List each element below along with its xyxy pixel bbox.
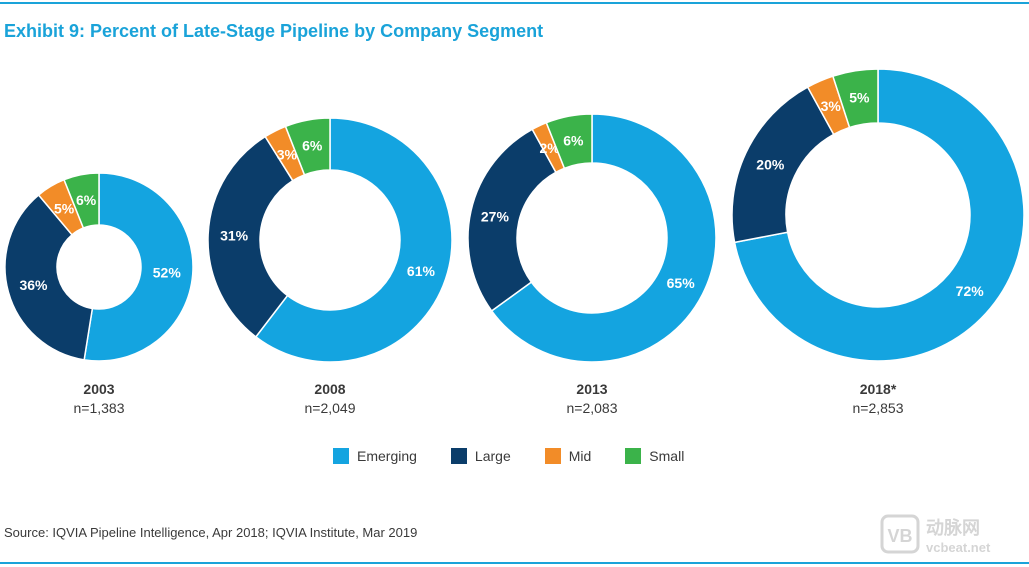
watermark-logo-icon: VB bbox=[887, 526, 912, 546]
donut-2008: 61% 31% 3%6% 2008 n=2,049 bbox=[207, 117, 453, 416]
chart-legend: Emerging Large Mid Small bbox=[333, 448, 718, 464]
legend-swatch-small bbox=[625, 448, 642, 464]
slice-label-small-3: 5% bbox=[849, 89, 870, 105]
legend-swatch-large bbox=[450, 448, 467, 464]
watermark: VB 动脉网 vcbeat.net bbox=[880, 514, 991, 555]
legend-label-emerging: Emerging bbox=[357, 448, 417, 464]
slice-label-mid-1: 3% bbox=[277, 146, 298, 162]
donut-year-label-2: 2013 bbox=[576, 381, 607, 397]
legend-item-mid: Mid bbox=[544, 448, 592, 464]
slice-label-emerging-1: 61% bbox=[407, 263, 436, 279]
slice-small-0 bbox=[63, 172, 100, 229]
watermark-logo-frame bbox=[880, 514, 920, 554]
slice-label-large-3: 20% bbox=[756, 156, 785, 172]
slice-small-1 bbox=[284, 117, 331, 176]
slice-label-emerging-2: 65% bbox=[667, 275, 696, 291]
legend-item-emerging: Emerging bbox=[333, 448, 417, 464]
watermark-brand: 动脉网 bbox=[926, 517, 980, 538]
donut-2003: 52% 36% 5%6% 2003 n=1,383 bbox=[4, 172, 194, 416]
chart-title: Exhibit 9: Percent of Late-Stage Pipelin… bbox=[4, 21, 544, 41]
slice-large-2 bbox=[467, 128, 557, 312]
legend-label-small: Small bbox=[649, 448, 685, 464]
donut-n-label-3: n=2,853 bbox=[853, 400, 904, 416]
donut-year-label-1: 2008 bbox=[314, 381, 345, 397]
slice-label-mid-3: 3% bbox=[821, 98, 842, 114]
slice-label-small-2: 6% bbox=[563, 132, 584, 148]
slice-emerging-3 bbox=[733, 68, 1025, 362]
legend-item-small: Small bbox=[625, 448, 684, 464]
slice-small-2 bbox=[545, 113, 593, 170]
donut-n-label-1: n=2,049 bbox=[305, 400, 356, 416]
slice-label-emerging-0: 52% bbox=[153, 264, 182, 280]
slice-label-large-2: 27% bbox=[481, 208, 510, 224]
legend-label-mid: Mid bbox=[568, 448, 592, 464]
slice-small-3 bbox=[831, 68, 879, 129]
slice-large-0 bbox=[4, 193, 94, 361]
slice-label-large-1: 31% bbox=[220, 228, 249, 244]
slice-emerging-0 bbox=[83, 172, 194, 362]
legend-item-large: Large bbox=[450, 448, 511, 464]
slice-label-large-0: 36% bbox=[19, 277, 48, 293]
slice-emerging-2 bbox=[490, 113, 717, 363]
legend-swatch-emerging bbox=[333, 448, 349, 464]
slice-label-emerging-3: 72% bbox=[956, 283, 985, 299]
source-note: Source: IQVIA Pipeline Intelligence, Apr… bbox=[4, 525, 418, 540]
slice-large-1 bbox=[207, 135, 294, 338]
slice-emerging-1 bbox=[254, 117, 453, 363]
donut-n-label-0: n=1,383 bbox=[74, 400, 125, 416]
donut-2018: 72% 20% 3% 5% 2018* n=2,853 bbox=[731, 68, 1025, 416]
watermark-url: vcbeat.net bbox=[926, 540, 991, 555]
top-rule bbox=[0, 2, 1029, 4]
legend-label-large: Large bbox=[474, 448, 511, 464]
bottom-rule bbox=[0, 562, 1029, 564]
donut-year-label-0: 2003 bbox=[83, 381, 114, 397]
legend-swatch-mid bbox=[544, 448, 561, 464]
donut-year-label-3: 2018* bbox=[860, 381, 897, 397]
donut-n-label-2: n=2,083 bbox=[567, 400, 618, 416]
slice-label-small-1: 6% bbox=[302, 138, 323, 154]
slice-label-small-0: 6% bbox=[76, 192, 97, 208]
slice-label-mid-0: 5% bbox=[54, 201, 75, 217]
